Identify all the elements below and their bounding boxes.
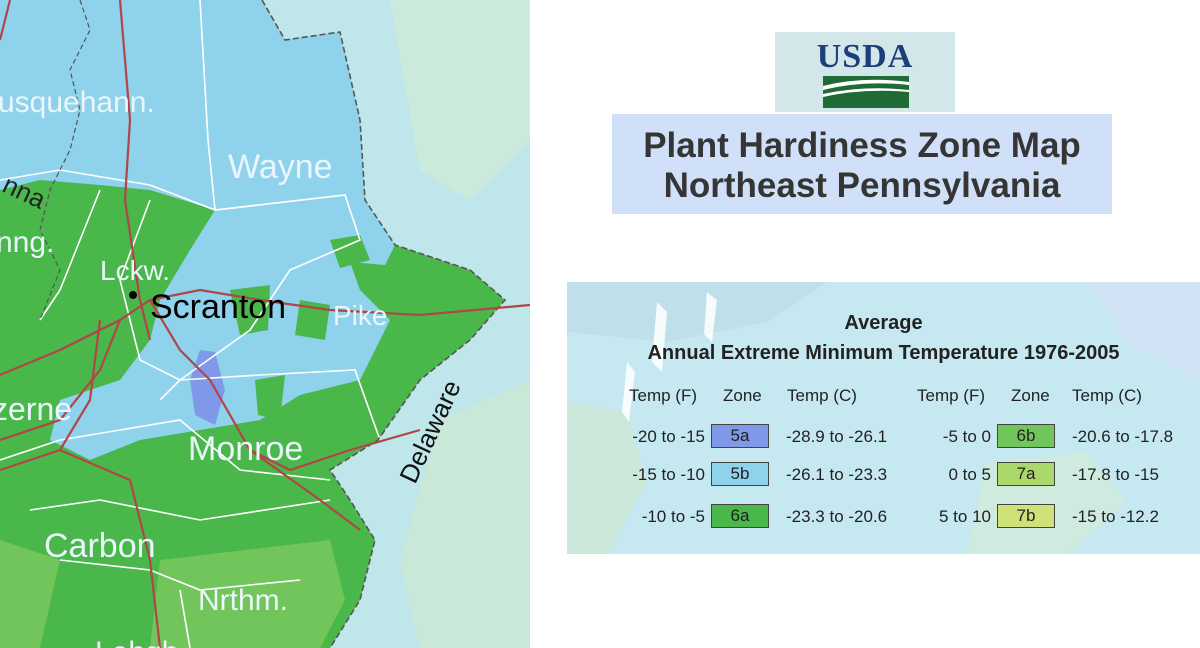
legend-row-temp-f: -5 to 0 — [942, 427, 991, 446]
county-label-susquehanna: usquehann. — [0, 86, 155, 119]
county-label-northampton: Nrthm. — [198, 584, 288, 617]
county-dashed-line — [39, 0, 91, 321]
county-line-5 — [119, 199, 182, 401]
legend-row-temp-f: 5 to 10 — [939, 507, 991, 526]
county-label-monroe: Monroe — [188, 430, 303, 468]
county-line-7 — [0, 419, 331, 481]
legend-row-temp-c: -15 to -12.2 — [1072, 507, 1159, 526]
zone-6a-island-d — [330, 235, 370, 268]
county-label-pike: Pike — [333, 300, 387, 331]
county-lines — [0, 0, 381, 648]
zone-5b-region — [0, 0, 395, 460]
title-line-2: Northeast Pennsylvania — [663, 166, 1061, 205]
legend-row-temp-f: -20 to -15 — [632, 427, 705, 446]
legend-swatch-5b: 5b — [711, 462, 769, 486]
legend-col-zone-left: Zone — [723, 386, 762, 405]
legend-col-temp-c-left: Temp (C) — [787, 386, 857, 405]
county-label-wayne: Wayne — [228, 148, 333, 186]
zone-6b-region-west — [0, 540, 60, 648]
road-nw — [0, 0, 12, 41]
county-line-6 — [179, 369, 381, 441]
legend-row-temp-f: 0 to 5 — [948, 465, 991, 484]
roads — [0, 0, 530, 648]
legend-col-temp-f-right: Temp (F) — [917, 386, 985, 405]
county-line-3 — [179, 194, 361, 381]
usda-logo-field-icon — [823, 76, 909, 108]
zone-6a-island-c — [255, 375, 285, 420]
city-label-scranton: Scranton — [150, 288, 286, 326]
scranton-dot — [129, 291, 137, 299]
state-line — [261, 0, 507, 648]
outside-terrain-ne — [390, 0, 530, 200]
usda-logo: USDA — [775, 32, 955, 112]
road-south — [59, 448, 162, 648]
road-east — [249, 428, 421, 472]
county-label-wyoming: nng. — [0, 226, 54, 259]
map-canvas: usquehann. nna nng. Wayne Lckw. Scranton… — [0, 0, 530, 648]
legend-row-temp-f: -10 to -5 — [641, 507, 705, 526]
county-label-luzerne: zerne — [0, 391, 72, 427]
legend-row-temp-c: -20.6 to -17.8 — [1072, 427, 1174, 446]
outside-terrain-se — [400, 380, 530, 648]
zone-6b-region — [150, 540, 345, 648]
legend-col-temp-f-left: Temp (F) — [629, 386, 697, 405]
legend-swatch-7a: 7a — [997, 462, 1055, 486]
county-line-10 — [179, 589, 191, 648]
legend-swatch-5a: 5a — [711, 424, 769, 448]
legend-swatch-6a: 6a — [711, 504, 769, 528]
county-line-8 — [29, 499, 331, 521]
county-line-1 — [199, 0, 216, 211]
legend-swatch-7b: 7b — [997, 504, 1055, 528]
legend-row-temp-c: -23.3 to -20.6 — [786, 507, 888, 526]
hardiness-map: usquehann. nna nng. Wayne Lckw. Scranton… — [0, 0, 530, 648]
legend-row-temp-c: -28.9 to -26.1 — [786, 427, 888, 446]
title-line-1: Plant Hardiness Zone Map — [643, 126, 1081, 165]
road-north — [118, 0, 152, 341]
zone-6a-island-valley — [95, 220, 175, 360]
legend-swatch-6b: 6b — [997, 424, 1055, 448]
usda-logo-text: USDA — [816, 38, 914, 75]
county-line-9 — [59, 559, 301, 591]
county-label-carbon: Carbon — [44, 527, 156, 565]
legend-row-temp-c: -26.1 to -23.3 — [786, 465, 888, 484]
legend-heading-2: Annual Extreme Minimum Temperature 1976-… — [647, 342, 1120, 364]
road-east-west — [0, 288, 530, 377]
zone-legend: Average Annual Extreme Minimum Temperatu… — [567, 282, 1200, 554]
legend-row-temp-f: -15 to -10 — [632, 465, 705, 484]
legend-background — [567, 282, 1200, 554]
county-label-lehigh: Lehgh — [95, 636, 178, 648]
legend-col-zone-right: Zone — [1011, 386, 1050, 405]
road-southeast — [149, 299, 361, 531]
legend-col-temp-c-right: Temp (C) — [1072, 386, 1142, 405]
zone-6a-island-b — [295, 300, 330, 340]
legend-heading-1: Average — [844, 312, 923, 334]
county-label-lackawanna: Lckw. — [100, 255, 170, 286]
county-line-4 — [39, 189, 101, 321]
road-west — [0, 319, 122, 442]
legend-row-temp-c: -17.8 to -15 — [1072, 465, 1159, 484]
zone-5b-region-nw — [0, 0, 40, 80]
road-southwest — [0, 319, 102, 472]
map-title: Plant Hardiness Zone Map Northeast Penns… — [612, 114, 1112, 214]
